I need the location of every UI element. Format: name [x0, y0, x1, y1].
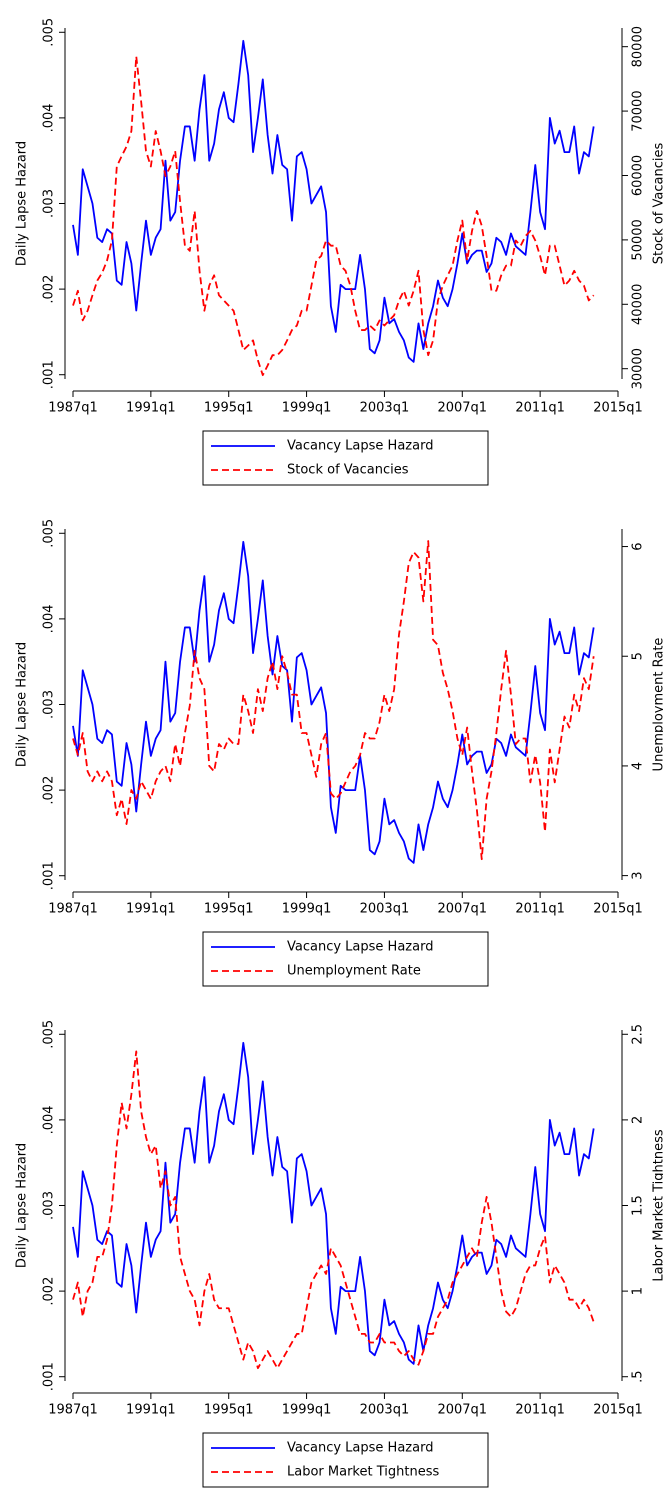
legend-box [202, 1432, 489, 1488]
series-line [72, 39, 595, 363]
y2-tick-label: 6 [631, 542, 646, 550]
y2-tick-label: 40000 [631, 284, 646, 325]
y-tick-label: .004 [42, 1105, 57, 1134]
legend-label: Stock of Vacancies [287, 463, 409, 478]
y-tick-label: .001 [42, 1362, 57, 1391]
x-tick-label: 1987q1 [48, 902, 98, 917]
y2-tick-label: 60000 [631, 155, 646, 196]
y-tick-label: .003 [42, 1191, 57, 1220]
y2-tick-label: 2.5 [631, 1024, 646, 1045]
x-tick-label: 1987q1 [48, 1403, 98, 1418]
x-tick-label: 1999q1 [282, 1403, 332, 1418]
series-line [72, 1050, 595, 1370]
x-tick-label: 2015q1 [593, 401, 643, 416]
y-tick-label: .003 [42, 189, 57, 218]
legend-label: Vacancy Lapse Hazard [287, 940, 433, 955]
y-tick-label: .004 [42, 103, 57, 132]
legend-box [202, 931, 489, 987]
x-tick-label: 1991q1 [126, 401, 176, 416]
x-tick-label: 1995q1 [204, 902, 254, 917]
y2-tick-label: 2 [631, 1116, 646, 1124]
legend-label: Unemployment Rate [287, 964, 421, 979]
y-tick-label: .005 [42, 18, 57, 47]
y2-tick-label: 3 [631, 871, 646, 879]
series-line [72, 1041, 595, 1365]
y-tick-label: .002 [42, 1277, 57, 1306]
y-tick-label: .005 [42, 1020, 57, 1049]
x-tick-label: 2007q1 [437, 401, 487, 416]
y-tick-label: .001 [42, 360, 57, 389]
legend-box [202, 430, 489, 486]
y-axis-title: Daily Lapse Hazard [15, 642, 30, 767]
y2-tick-label: 80000 [631, 26, 646, 67]
y2-tick-label: 50000 [631, 219, 646, 260]
y2-tick-label: 5 [631, 652, 646, 660]
x-tick-label: 1995q1 [204, 1403, 254, 1418]
y-tick-label: .001 [42, 861, 57, 890]
legend-label: Vacancy Lapse Hazard [287, 439, 433, 454]
x-tick-label: 2007q1 [437, 1403, 487, 1418]
x-tick-label: 2003q1 [360, 902, 410, 917]
x-tick-label: 2003q1 [360, 1403, 410, 1418]
y2-axis-title: Labor Market Tightness [652, 1129, 663, 1281]
series-line [72, 55, 595, 377]
y2-tick-label: 30000 [631, 348, 646, 389]
y-axis-title: Daily Lapse Hazard [15, 141, 30, 266]
y-tick-label: .002 [42, 275, 57, 304]
y-tick-label: .004 [42, 604, 57, 633]
y2-tick-label: 70000 [631, 90, 646, 131]
y-tick-label: .002 [42, 776, 57, 805]
legend-label: Labor Market Tightness [287, 1465, 439, 1480]
x-tick-label: 1999q1 [282, 401, 332, 416]
x-tick-label: 2011q1 [515, 401, 565, 416]
legend-label: Vacancy Lapse Hazard [287, 1441, 433, 1456]
y-tick-label: .003 [42, 690, 57, 719]
x-tick-label: 2011q1 [515, 1403, 565, 1418]
x-tick-label: 1987q1 [48, 401, 98, 416]
x-tick-label: 1999q1 [282, 902, 332, 917]
y-axis-title: Daily Lapse Hazard [15, 1143, 30, 1268]
x-tick-label: 2007q1 [437, 902, 487, 917]
x-tick-label: 2015q1 [593, 1403, 643, 1418]
x-tick-label: 1991q1 [126, 902, 176, 917]
x-tick-label: 2015q1 [593, 902, 643, 917]
y2-tick-label: 4 [631, 762, 646, 770]
x-tick-label: 1995q1 [204, 401, 254, 416]
y-tick-label: .005 [42, 519, 57, 548]
y2-tick-label: 1 [631, 1287, 646, 1295]
y2-tick-label: 1.5 [631, 1195, 646, 1216]
series-line [72, 540, 595, 861]
series-line [72, 540, 595, 864]
y2-axis-title: Stock of Vacancies [652, 143, 663, 265]
x-tick-label: 2011q1 [515, 902, 565, 917]
y2-axis-title: Unemployment Rate [652, 638, 663, 772]
y2-tick-label: .5 [631, 1371, 646, 1383]
x-tick-label: 1991q1 [126, 1403, 176, 1418]
x-tick-label: 2003q1 [360, 401, 410, 416]
